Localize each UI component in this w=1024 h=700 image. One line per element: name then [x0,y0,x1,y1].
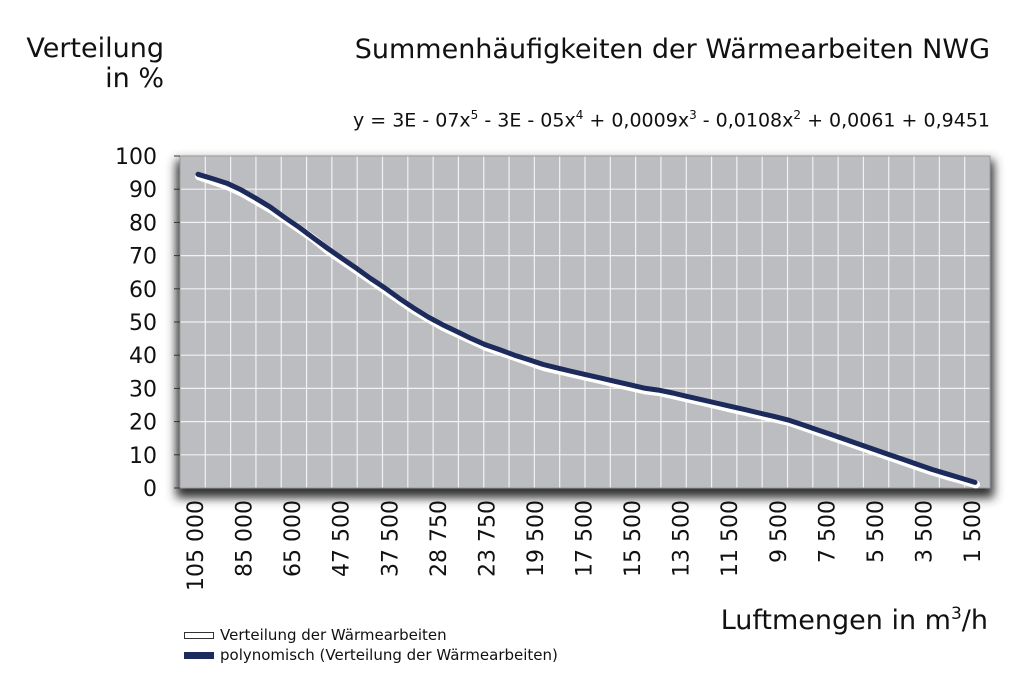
x-tick-label: 23 750 [475,500,500,577]
series-line-polynomisch [195,171,978,485]
x-tick-label: 3 500 [912,500,937,563]
x-tick-label: 17 500 [573,500,598,577]
formula-part: + 0,0009x [583,109,690,132]
y-tick-label: 70 [129,245,157,270]
legend-swatch-navy [184,651,214,659]
x-tick-label: 105 000 [184,500,209,591]
x-axis-label: Luftmengen in m3/h [721,604,988,636]
x-tick-label: 37 500 [378,500,403,577]
legend-item: polynomisch (Verteilung der Wärmearbeite… [184,645,558,665]
chart-title: Summenhäufigkeiten der Wärmearbeiten NWG [354,34,990,65]
x-tick-label: 5 500 [864,500,889,563]
x-tick-label: 13 500 [670,500,695,577]
y-tick-label: 40 [129,344,157,369]
y-axis-label-line-1: Verteilung [26,33,164,64]
legend-label: Verteilung der Wärmearbeiten [220,626,447,644]
formula-exponent: 5 [470,108,479,122]
x-tick-label: 65 000 [281,500,306,577]
y-tick-label: 80 [129,211,157,236]
legend-item: Verteilung der Wärmearbeiten [184,625,558,645]
y-axis-label: Verteilung in % [14,34,164,94]
formula-part: + 0,0061 + 0,9451 [801,109,990,132]
formula-part: - 3E - 05x [478,109,576,132]
y-axis-label-line-2: in % [105,63,164,94]
y-tick-label: 30 [129,377,157,402]
legend-label: polynomisch (Verteilung der Wärmearbeite… [220,646,558,664]
regression-formula: y = 3E - 07x5 - 3E - 05x4 + 0,0009x3 - 0… [353,108,990,131]
x-tick-label: 47 500 [330,500,355,577]
formula-exponent: 4 [575,108,584,122]
x-axis-label-text: Luftmengen in m [720,605,951,636]
y-tick-label: 20 [129,411,157,436]
formula-part: - 0,0108x [696,109,794,132]
x-tick-label: 15 500 [621,500,646,577]
y-tick-label: 50 [129,311,157,336]
formula-exponent: 2 [793,108,802,122]
y-tick-label: 100 [115,145,157,170]
x-axis-label-exponent: 3 [950,604,962,624]
formula-exponent: 3 [689,108,697,122]
legend-swatch-white [184,631,214,639]
y-tick-label: 10 [129,444,157,469]
x-tick-label: 11 500 [718,500,743,577]
y-tick-label: 0 [143,477,157,502]
x-tick-label: 85 000 [233,500,258,577]
legend: Verteilung der Wärmearbeiten polynomisch… [184,625,558,665]
x-tick-label: 1 500 [961,500,986,563]
x-tick-label: 19 500 [524,500,549,577]
formula-part: y = 3E - 07x [352,109,471,132]
x-tick-label: 28 750 [427,500,452,577]
x-tick-label: 7 500 [815,500,840,563]
y-tick-label: 90 [129,178,157,203]
x-tick-label: 9 500 [767,500,792,563]
y-tick-label: 60 [129,278,157,303]
x-axis-label-suffix: /h [961,605,988,636]
